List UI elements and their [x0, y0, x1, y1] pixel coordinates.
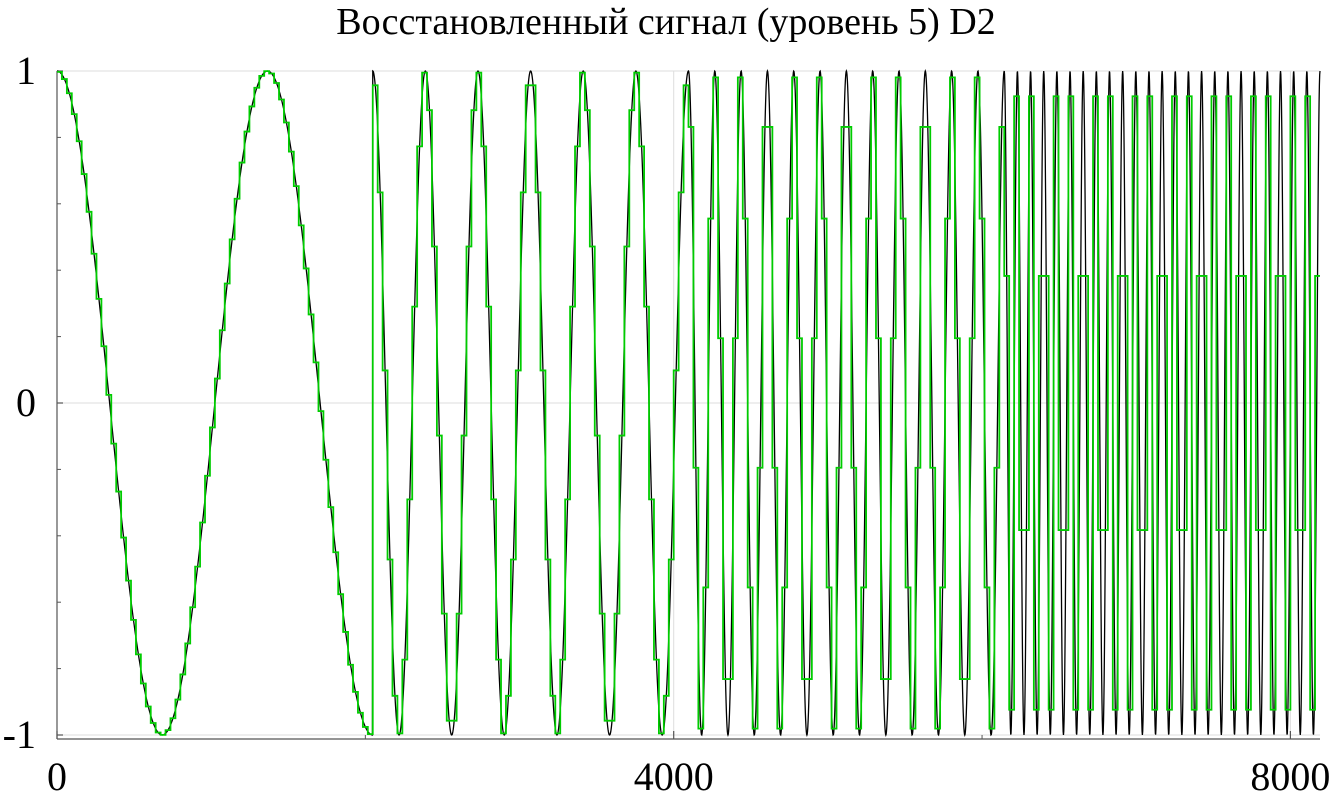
chart-title: Восстановленный сигнал (уровень 5) D2: [336, 1, 995, 43]
series-layer: [56, 68, 1321, 738]
series-line-1: [57, 70, 1320, 736]
y-tick-label-0: 1: [16, 48, 36, 93]
y-tick-label-1: 0: [16, 380, 36, 425]
x-tick-label-1: 4000: [634, 754, 714, 799]
x-tick-label-0: 0: [47, 754, 67, 799]
x-tick-label-2: 8000: [1250, 754, 1330, 799]
y-tick-label-2: -1: [3, 712, 36, 757]
